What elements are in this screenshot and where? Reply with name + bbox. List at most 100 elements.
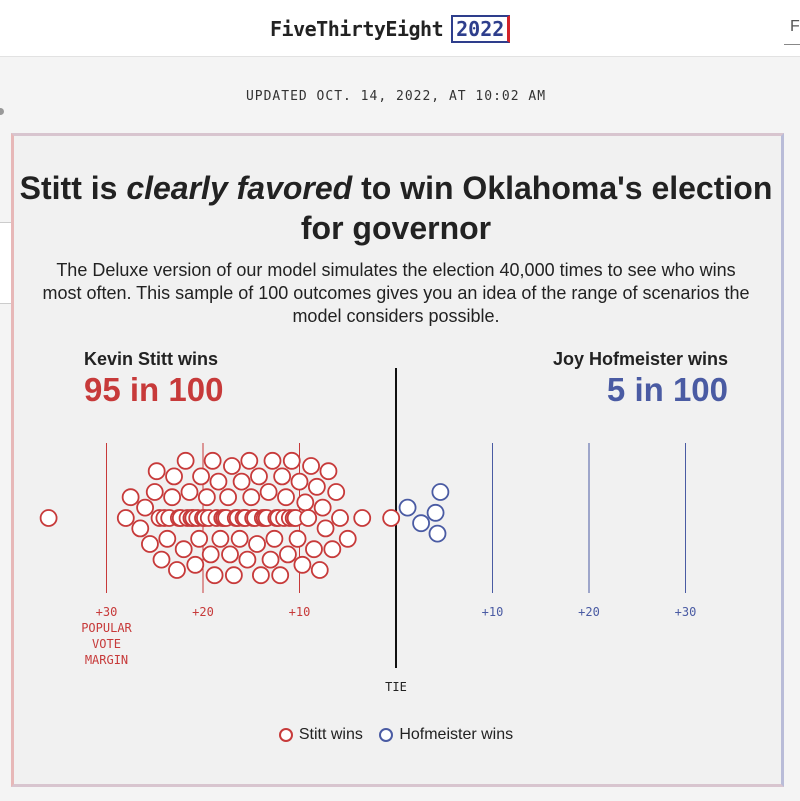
outcome-dot-stitt bbox=[279, 545, 297, 564]
legend-label-stitt: Stitt wins bbox=[298, 726, 363, 743]
tie-label: TIE bbox=[385, 680, 407, 694]
headline-emphasis: clearly favored bbox=[126, 170, 353, 206]
outcome-dot-stitt bbox=[219, 488, 237, 507]
outcome-dot-stitt bbox=[211, 529, 230, 548]
nav-menu-item[interactable]: F bbox=[790, 18, 800, 35]
hofmeister-probability: 5 in 100 bbox=[606, 371, 728, 408]
tick-label-hofmeister: +20 bbox=[578, 605, 600, 619]
outcome-dot-stitt bbox=[316, 519, 335, 538]
chart-subtitle: The Deluxe version of our model simulate… bbox=[42, 260, 750, 326]
outcome-dot-stitt bbox=[261, 550, 280, 569]
outcome-dot-stitt bbox=[230, 529, 249, 548]
outcome-dot-hofmeister bbox=[426, 503, 445, 522]
brand-logo[interactable]: FiveThirtyEight 2022 bbox=[270, 14, 511, 44]
outcome-dot-stitt bbox=[192, 467, 210, 486]
outcome-dot-stitt bbox=[186, 555, 205, 574]
outcome-dot-hofmeister bbox=[412, 514, 430, 533]
chart-legend: Stitt wins Hofmeister wins bbox=[0, 726, 792, 747]
tick-label-hofmeister: +30 bbox=[675, 605, 697, 619]
nav-underline bbox=[784, 44, 800, 45]
legend-item-stitt: Stitt wins bbox=[278, 726, 363, 744]
outcome-dot-stitt bbox=[273, 467, 292, 486]
outcome-dot-stitt bbox=[259, 483, 278, 501]
stitt-probability: 95 in 100 bbox=[84, 371, 224, 408]
outcome-dot-stitt bbox=[319, 462, 338, 481]
tick-label-stitt: +30 bbox=[96, 605, 118, 619]
outcome-dot-stitt bbox=[197, 488, 216, 507]
outcome-dot-stitt bbox=[168, 561, 186, 579]
outcome-dot-stitt bbox=[382, 509, 401, 527]
outcome-dot-stitt bbox=[174, 540, 193, 559]
outcome-dot-hofmeister bbox=[428, 524, 447, 543]
outcome-dot-stitt bbox=[165, 467, 183, 486]
outcome-dot-stitt bbox=[116, 509, 135, 527]
outcome-dot-stitt bbox=[271, 566, 290, 585]
outcome-dot-hofmeister bbox=[398, 498, 417, 517]
legend-circle-icon bbox=[379, 728, 394, 742]
updated-timestamp: UPDATED OCT. 14, 2022, AT 10:02 AM bbox=[245, 89, 547, 104]
outcome-dot-stitt bbox=[209, 472, 228, 491]
top-bar: FiveThirtyEight 2022 F bbox=[0, 0, 800, 57]
outcome-dot-stitt bbox=[158, 529, 177, 548]
outcome-dot-stitt bbox=[293, 555, 312, 574]
outcome-dot-stitt bbox=[190, 529, 209, 548]
outcome-dot-stitt bbox=[176, 451, 195, 470]
outcome-dot-stitt bbox=[282, 451, 301, 470]
outcome-dot-stitt bbox=[288, 529, 307, 548]
outcome-dot-stitt bbox=[39, 509, 58, 527]
outcome-dot-stitt bbox=[205, 566, 224, 585]
outcome-dot-stitt bbox=[250, 467, 268, 486]
headline-end: to win Oklahoma's election for governor bbox=[300, 170, 773, 246]
outcome-dot-stitt bbox=[203, 451, 222, 470]
outcome-dot-stitt bbox=[240, 451, 259, 470]
outcome-dot-stitt bbox=[232, 472, 251, 491]
outcome-dot-stitt bbox=[290, 472, 309, 491]
outcome-dot-stitt bbox=[331, 509, 349, 527]
tick-label-hofmeister: +10 bbox=[482, 605, 504, 619]
outcome-dot-stitt bbox=[263, 451, 282, 470]
outcome-dot-stitt bbox=[305, 540, 323, 559]
outcome-dot-stitt bbox=[299, 509, 318, 527]
tick-label-stitt: +10 bbox=[289, 605, 311, 619]
chart-headline: Stitt is clearly favored to win Oklahoma… bbox=[0, 168, 792, 248]
outcome-dot-stitt bbox=[180, 483, 199, 501]
outcome-dot-stitt bbox=[136, 498, 155, 517]
outcome-dot-stitt bbox=[121, 488, 140, 507]
outcome-dot-stitt bbox=[296, 493, 315, 512]
outcome-dot-stitt bbox=[353, 509, 372, 527]
legend-circle-icon bbox=[278, 728, 293, 742]
outcome-dot-stitt bbox=[141, 535, 159, 553]
outcome-dot-stitt bbox=[147, 462, 166, 481]
brand-name: FiveThirtyEight bbox=[270, 17, 444, 41]
hofmeister-label: Joy Hofmeister wins bbox=[552, 349, 728, 369]
outcome-dot-stitt bbox=[327, 483, 346, 501]
outcome-dot-stitt bbox=[248, 535, 266, 553]
legend-item-hofmeister: Hofmeister wins bbox=[379, 726, 513, 744]
outcome-dot-stitt bbox=[242, 488, 261, 507]
headline-start: Stitt is bbox=[19, 170, 127, 206]
outcome-dot-stitt bbox=[163, 488, 182, 507]
outcome-dot-stitt bbox=[223, 457, 241, 475]
outcome-dot-stitt bbox=[145, 483, 164, 501]
outcome-dot-stitt bbox=[265, 529, 284, 548]
outcome-dot-hofmeister bbox=[431, 483, 450, 501]
outcome-dot-stitt bbox=[221, 545, 239, 564]
stitt-label: Kevin Stitt wins bbox=[84, 349, 219, 369]
outcome-dot-stitt bbox=[313, 498, 332, 517]
outcome-dot-stitt bbox=[307, 477, 326, 496]
edge-dot bbox=[0, 108, 4, 115]
outcome-dot-stitt bbox=[323, 540, 342, 559]
outcome-dot-stitt bbox=[152, 550, 171, 569]
tick-label-stitt: +20 bbox=[192, 605, 214, 619]
legend-label-hofmeister: Hofmeister wins bbox=[399, 726, 514, 743]
outcome-dot-stitt bbox=[277, 488, 295, 507]
outcome-dot-stitt bbox=[338, 529, 357, 548]
x-axis-label: POPULAR VOTE MARGIN bbox=[81, 621, 132, 667]
outcome-dot-stitt bbox=[201, 545, 220, 564]
outcome-dot-stitt bbox=[302, 457, 320, 475]
outcome-dot-stitt bbox=[251, 566, 270, 585]
outcome-dot-stitt bbox=[310, 561, 329, 579]
forecast-card bbox=[11, 133, 784, 787]
outcome-dot-stitt bbox=[238, 550, 257, 569]
